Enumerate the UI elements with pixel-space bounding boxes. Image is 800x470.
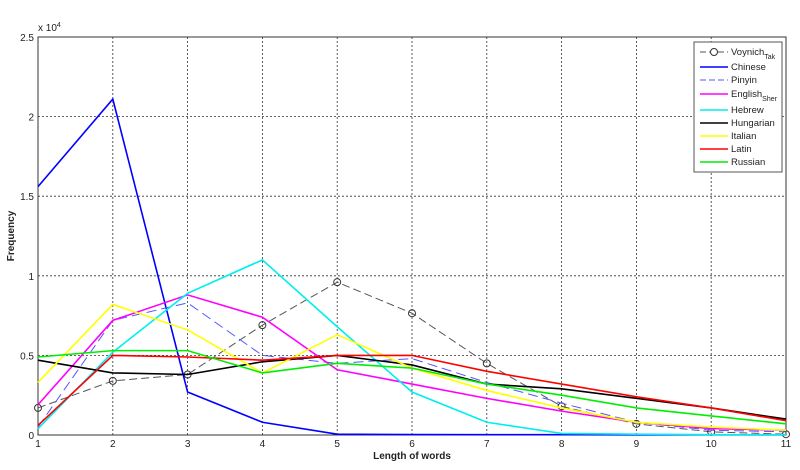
x-tick-label: 1	[35, 439, 41, 450]
data-point-marker	[632, 419, 641, 428]
legend-label: Latin	[731, 144, 752, 155]
y-tick-label: 2.5	[20, 33, 34, 44]
data-point-marker	[408, 309, 416, 318]
legend-label: VoynichTak	[731, 47, 776, 61]
data-point-marker	[108, 376, 117, 385]
x-tick-label: 8	[559, 439, 565, 450]
legend-label: Hungarian	[731, 118, 775, 129]
series-line-voynich	[37, 281, 787, 435]
tick-labels: 1 2 3 4 5 6 7 8 9 10 11 0 0.5 1 1.5 2 2.5	[20, 33, 792, 450]
x-tick-label: 2	[110, 439, 116, 450]
y-tick-label: 0	[28, 431, 34, 442]
legend-label: Pinyin	[731, 75, 757, 86]
series-line-russian	[37, 349, 787, 425]
x-tick-label: 4	[260, 439, 266, 450]
plot-area	[37, 36, 787, 436]
data-point-marker	[258, 321, 267, 330]
legend-label: Russian	[731, 157, 765, 168]
data-point-marker	[333, 278, 342, 287]
legend-label: Italian	[731, 131, 756, 142]
series-line-hebrew	[37, 258, 787, 436]
y-tick-label: 2	[28, 113, 34, 124]
x-tick-label: 11	[781, 439, 792, 450]
x-axis-label: Length of words	[373, 451, 451, 462]
x-tick-label: 7	[484, 439, 490, 450]
y-tick-label: 1	[28, 272, 34, 283]
x-tick-label: 6	[409, 439, 415, 450]
x-tick-label: 5	[334, 439, 340, 450]
legend-label: Chinese	[731, 62, 766, 73]
x-tick-label: 10	[706, 439, 718, 450]
x-tick-label: 9	[634, 439, 640, 450]
legend-label: EnglishSher	[731, 89, 778, 103]
legend-label: Hebrew	[731, 105, 764, 116]
data-point-marker	[482, 359, 491, 368]
series-lines	[34, 97, 790, 439]
y-exponent-label: x 104	[38, 22, 61, 34]
legend-marker	[710, 48, 718, 56]
series-line-latin	[37, 354, 787, 427]
y-axis-label: Frequency	[6, 210, 17, 261]
series-line-hungarian	[37, 354, 787, 420]
legend-box	[693, 41, 783, 173]
y-tick-label: 0.5	[20, 351, 34, 362]
y-tick-label: 1.5	[20, 192, 34, 203]
x-tick-label: 3	[185, 439, 191, 450]
